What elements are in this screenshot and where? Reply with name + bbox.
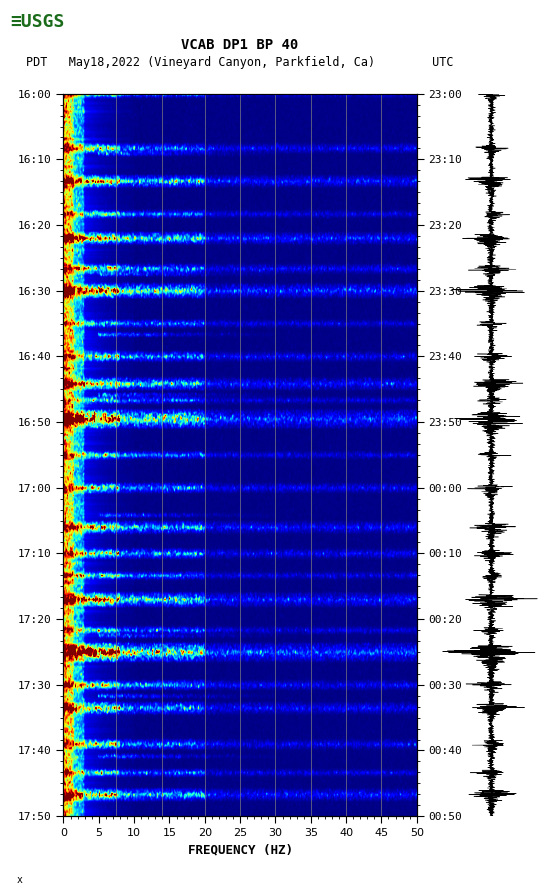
X-axis label: FREQUENCY (HZ): FREQUENCY (HZ): [188, 844, 293, 856]
Text: PDT   May18,2022 (Vineyard Canyon, Parkfield, Ca)        UTC: PDT May18,2022 (Vineyard Canyon, Parkfie…: [26, 56, 454, 69]
Text: ≡USGS: ≡USGS: [10, 13, 65, 31]
Text: x: x: [17, 875, 23, 885]
Text: VCAB DP1 BP 40: VCAB DP1 BP 40: [182, 37, 299, 52]
